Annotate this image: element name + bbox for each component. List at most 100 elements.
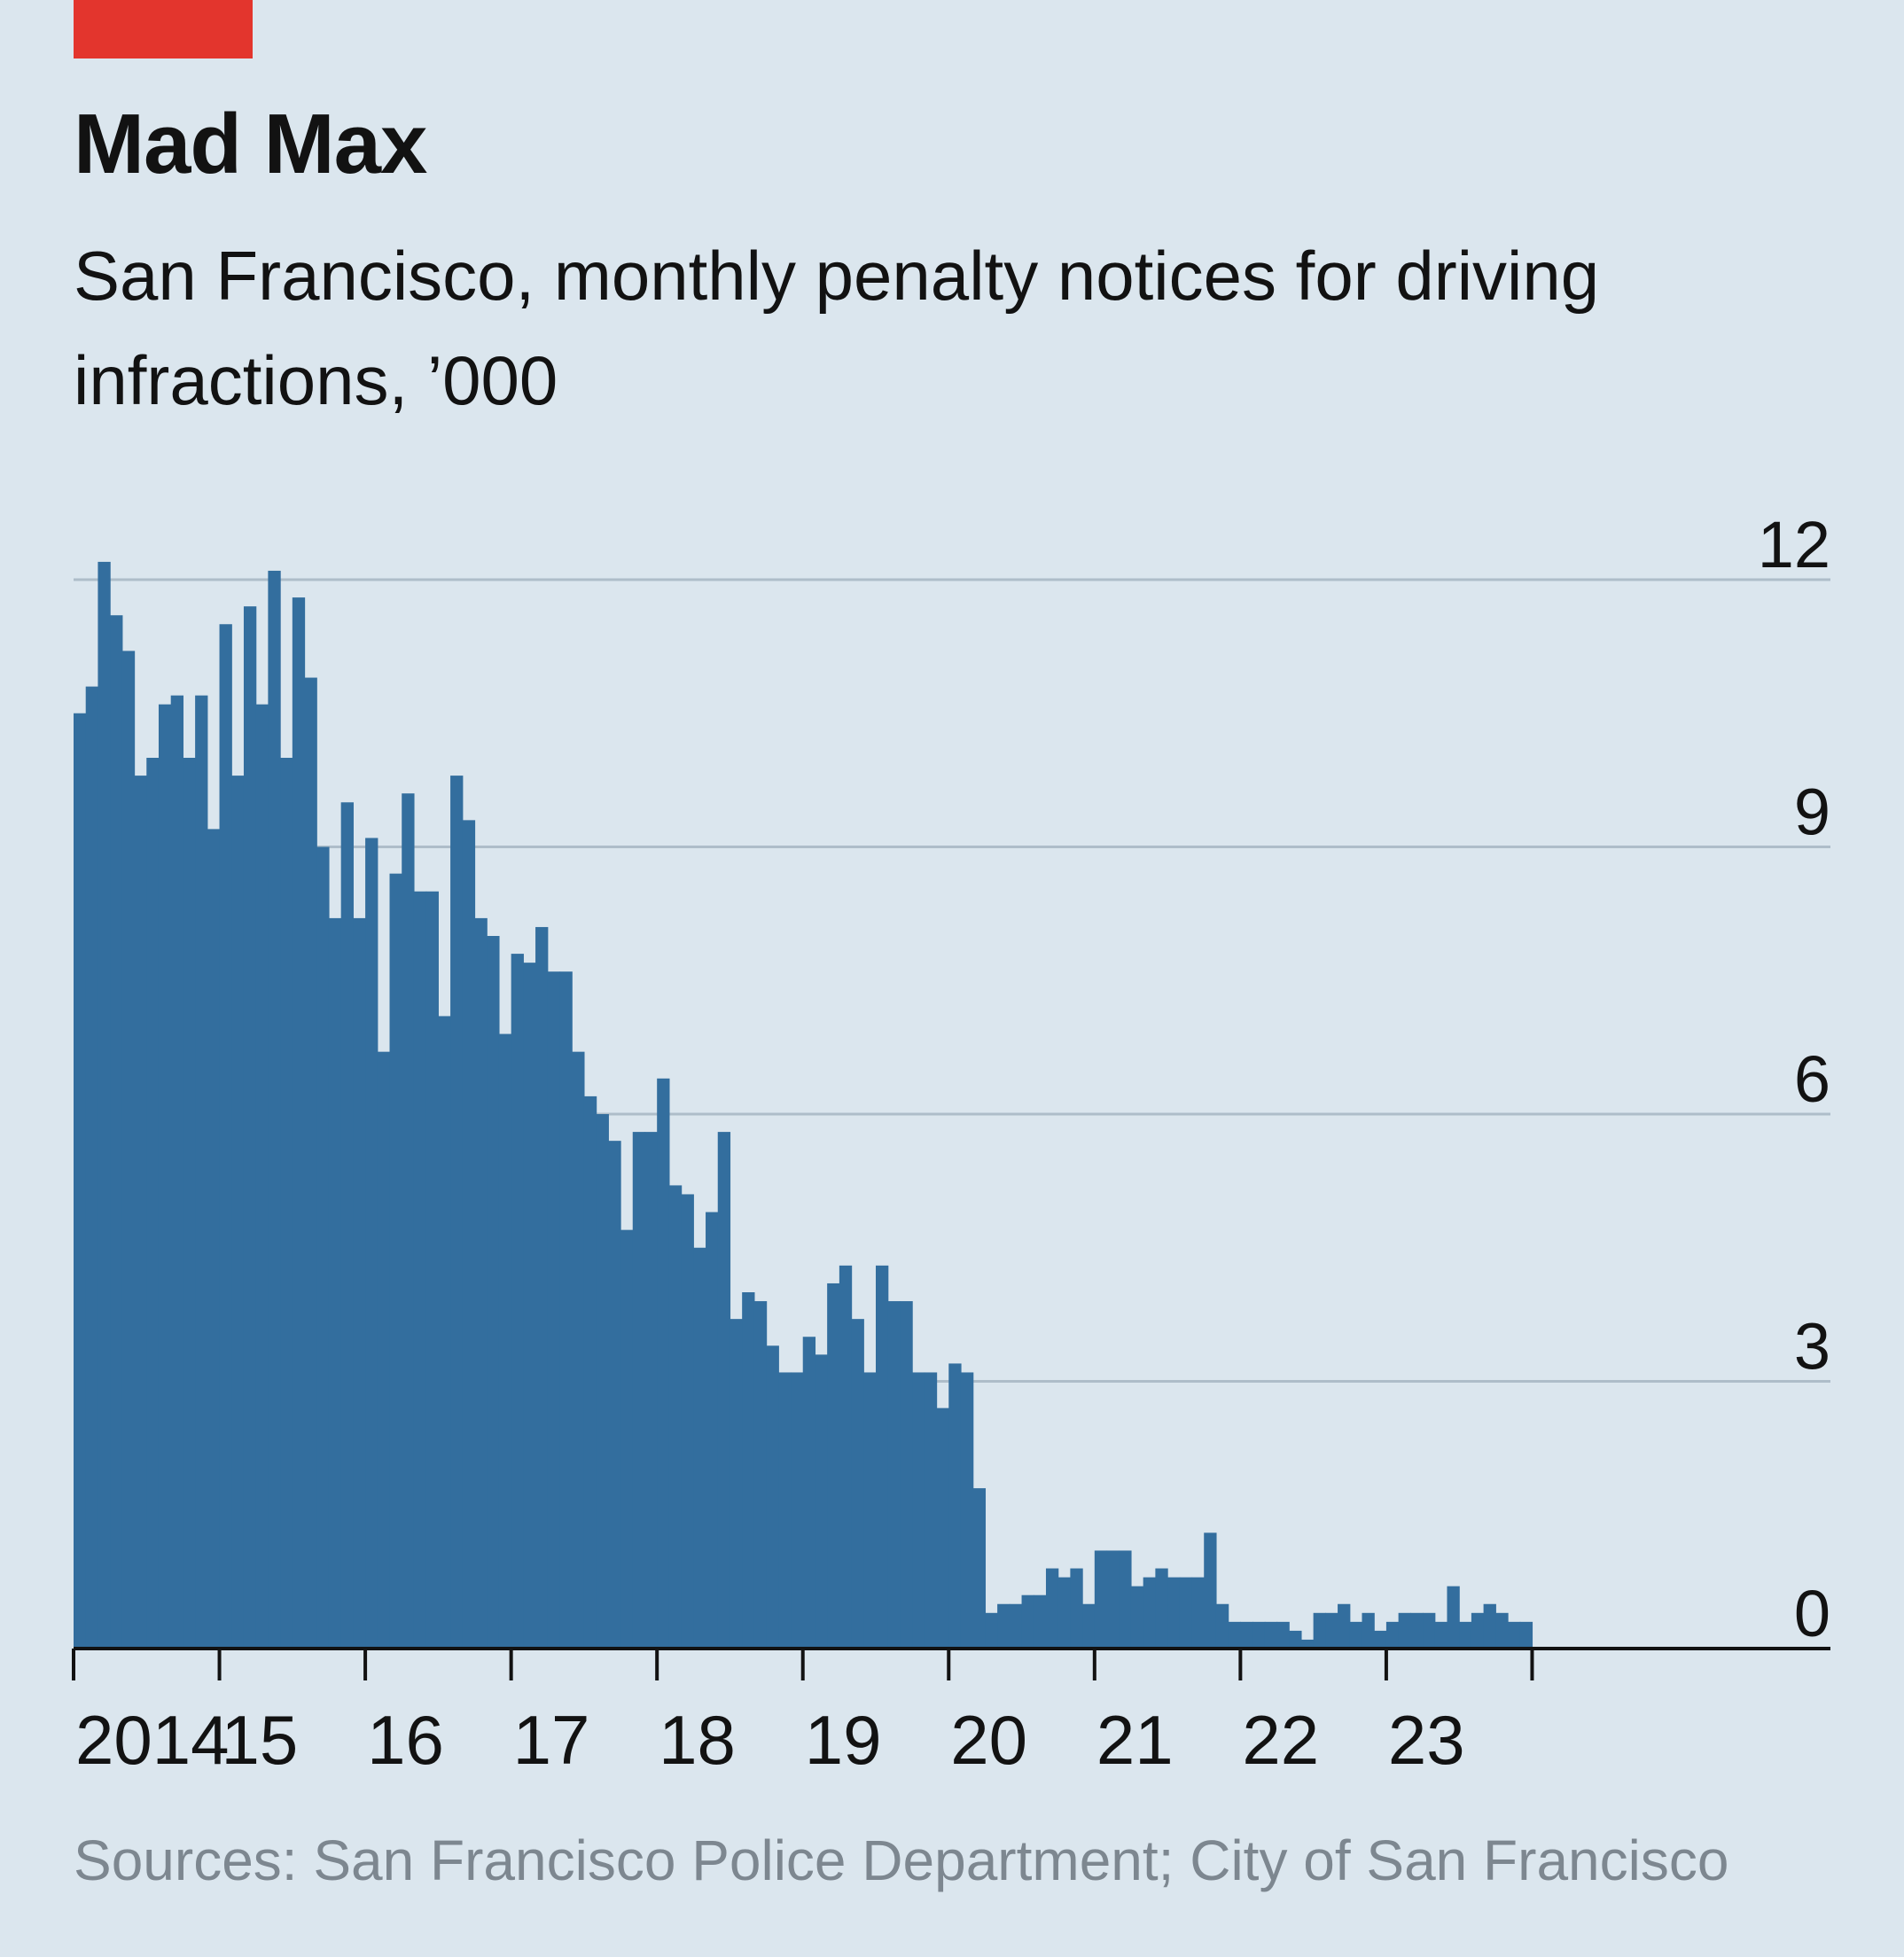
bar: [936, 1407, 949, 1649]
bar: [912, 1372, 925, 1649]
source-note: Sources: San Francisco Police Department…: [74, 1828, 1729, 1892]
bar: [243, 606, 257, 1649]
bar: [1483, 1603, 1496, 1649]
bar: [1519, 1621, 1533, 1649]
bar: [1385, 1621, 1400, 1649]
bar: [365, 838, 378, 1649]
x-tick-label: 18: [659, 1701, 736, 1779]
x-tick-label: 21: [1096, 1701, 1174, 1779]
bar: [1021, 1594, 1034, 1649]
bar: [1313, 1612, 1326, 1649]
bar: [876, 1265, 889, 1649]
bar: [487, 936, 500, 1649]
x-tick-label: 19: [805, 1701, 882, 1779]
bar: [1289, 1630, 1302, 1649]
bar: [1070, 1568, 1083, 1649]
bar: [693, 1247, 706, 1649]
bar: [815, 1354, 828, 1649]
y-tick-label: 9: [1794, 776, 1830, 849]
bar: [1130, 1586, 1144, 1649]
bar: [1009, 1603, 1023, 1649]
x-tick-label: 17: [513, 1701, 590, 1779]
bar: [280, 758, 293, 1649]
bar: [389, 873, 402, 1649]
y-tick-label: 3: [1794, 1310, 1830, 1384]
bar: [559, 971, 573, 1649]
bar: [340, 802, 354, 1649]
bar: [1276, 1621, 1290, 1649]
x-tick-label: 2014: [75, 1701, 230, 1779]
bar: [608, 1141, 621, 1649]
bar: [121, 651, 136, 1649]
bar: [1508, 1621, 1521, 1649]
bar: [1252, 1621, 1266, 1649]
bar: [1471, 1612, 1485, 1649]
bar: [498, 1033, 512, 1649]
bar: [900, 1301, 913, 1649]
x-tick-label: 22: [1242, 1701, 1319, 1779]
y-tick-label: 6: [1794, 1042, 1830, 1116]
bar: [572, 1051, 585, 1649]
bar: [960, 1372, 974, 1649]
bar: [1325, 1612, 1338, 1649]
bar: [681, 1194, 694, 1649]
bar: [1434, 1621, 1448, 1649]
bar: [839, 1265, 853, 1649]
bar: [924, 1372, 938, 1649]
bar: [717, 1132, 731, 1649]
bar: [1094, 1550, 1108, 1649]
bar: [1082, 1603, 1096, 1649]
bar: [1338, 1603, 1351, 1649]
bar: [535, 926, 549, 1649]
bar: [668, 1185, 683, 1649]
x-tick-label: 23: [1388, 1701, 1465, 1779]
bar: [268, 570, 281, 1649]
chart-title: Mad Max: [74, 97, 427, 191]
bar: [1459, 1621, 1472, 1649]
bar: [425, 891, 439, 1649]
bar: [195, 695, 208, 1649]
bar: [1106, 1550, 1120, 1649]
bar: [827, 1283, 840, 1649]
bar: [1045, 1568, 1059, 1649]
bar: [706, 1212, 719, 1649]
bar: [1447, 1586, 1460, 1649]
bar: [255, 704, 269, 1649]
bar: [1374, 1630, 1387, 1649]
bar: [1119, 1550, 1132, 1649]
bar: [170, 695, 184, 1649]
bars: [74, 561, 1533, 1649]
y-axis-labels: 0 3 6 9 12: [1758, 508, 1830, 1650]
bar: [596, 1114, 609, 1649]
bar: [1300, 1639, 1315, 1649]
bar: [1349, 1621, 1363, 1649]
bar: [511, 954, 524, 1649]
bar: [1228, 1621, 1241, 1649]
bar: [231, 776, 245, 1649]
bar: [207, 829, 221, 1649]
bar: [583, 1095, 597, 1649]
bar: [1362, 1612, 1375, 1649]
bar: [316, 846, 330, 1649]
bar: [948, 1363, 962, 1649]
bar: [547, 971, 561, 1649]
bar: [851, 1319, 864, 1649]
y-tick-label: 12: [1758, 508, 1830, 581]
bar: [134, 776, 147, 1649]
bar: [353, 917, 366, 1649]
bar: [402, 793, 415, 1649]
bar: [1179, 1577, 1193, 1649]
x-tick-label: 16: [367, 1701, 444, 1779]
bar: [972, 1488, 987, 1649]
bar: [1240, 1621, 1253, 1649]
bar: [632, 1132, 646, 1649]
bar: [474, 917, 488, 1649]
bar: [1215, 1603, 1229, 1649]
bar: [1264, 1621, 1278, 1649]
bar: [1204, 1532, 1217, 1649]
bar: [791, 1372, 804, 1649]
bar: [1398, 1612, 1411, 1649]
bar: [766, 1345, 779, 1649]
bar: [887, 1301, 901, 1649]
